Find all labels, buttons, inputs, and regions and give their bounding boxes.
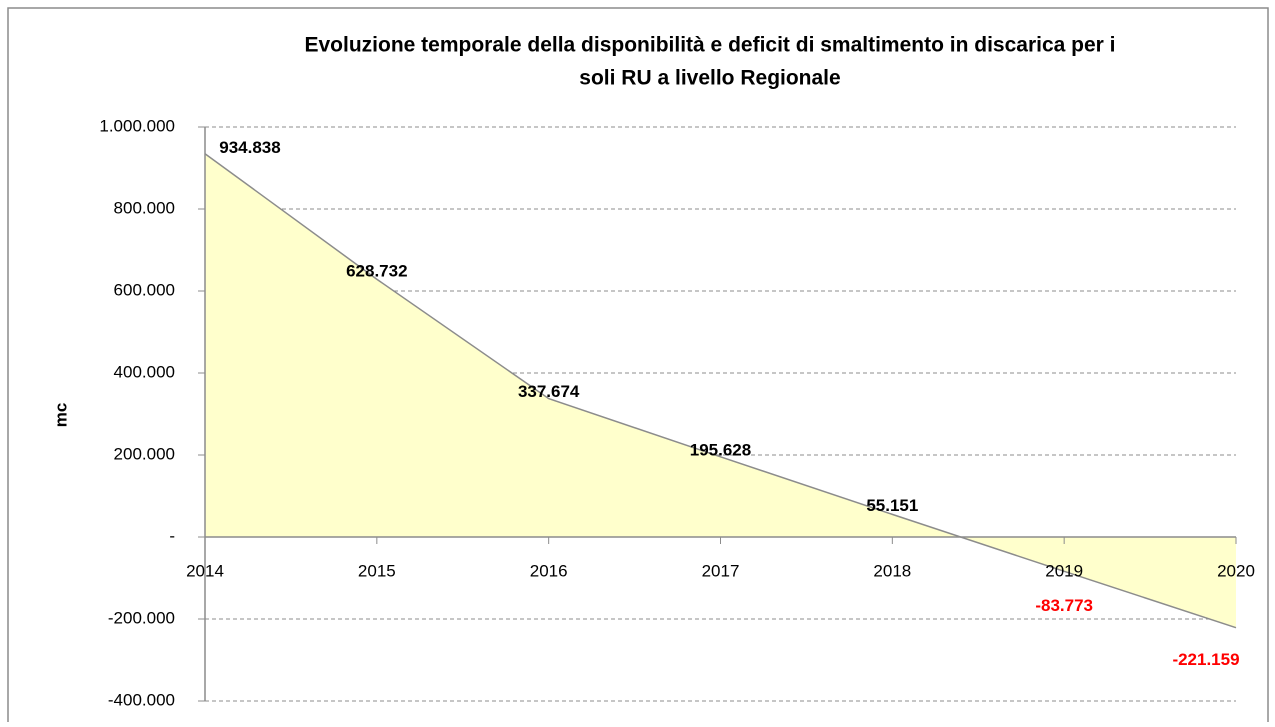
x-tick-label: 2019 — [1045, 561, 1083, 580]
x-tick-label: 2020 — [1217, 561, 1255, 580]
chart-title: soli RU a livello Regionale — [579, 67, 840, 90]
x-tick-label: 2015 — [358, 561, 396, 580]
chart-title: Evoluzione temporale della disponibilità… — [304, 34, 1115, 57]
data-label: 337.674 — [518, 382, 580, 401]
y-tick-label: 1.000.000 — [99, 116, 175, 135]
data-label: -83.773 — [1035, 596, 1093, 615]
x-tick-label: 2014 — [186, 561, 224, 580]
x-tick-label: 2017 — [702, 561, 740, 580]
y-tick-label: - — [169, 526, 175, 545]
y-tick-label: 600.000 — [114, 280, 175, 299]
y-tick-label: 800.000 — [114, 198, 175, 217]
y-tick-label: 200.000 — [114, 444, 175, 463]
data-label: 55.151 — [866, 496, 918, 515]
data-label: 934.838 — [219, 138, 280, 157]
y-tick-label: -200.000 — [108, 608, 175, 627]
area — [205, 153, 1236, 628]
data-label: 628.732 — [346, 262, 407, 281]
y-axis-label: mc — [51, 403, 70, 428]
data-label: 195.628 — [690, 440, 751, 459]
line — [204, 153, 1237, 629]
y-tick-label: 400.000 — [114, 362, 175, 381]
y-tick-label: -400.000 — [108, 690, 175, 709]
x-tick-label: 2016 — [530, 561, 568, 580]
x-tick-label: 2018 — [873, 561, 911, 580]
data-label: -221.159 — [1172, 650, 1239, 669]
chart-frame — [7, 7, 1269, 727]
